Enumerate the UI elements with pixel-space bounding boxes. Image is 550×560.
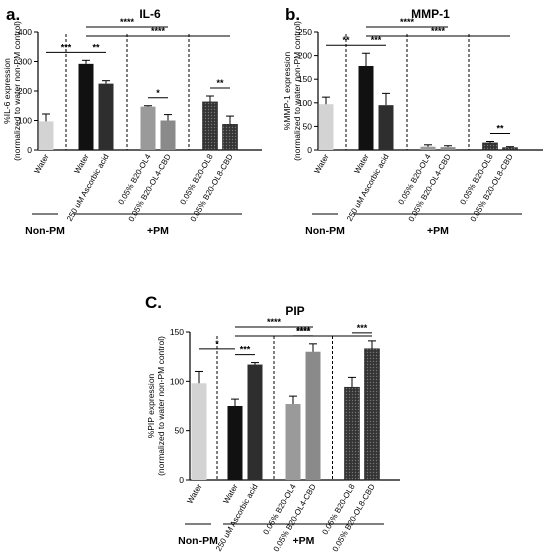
bar bbox=[78, 63, 94, 150]
y-axis-label: %MMP-1 expression bbox=[282, 52, 292, 131]
x-tick-label: Water bbox=[32, 152, 50, 175]
significance-label: **** bbox=[296, 326, 311, 336]
bar bbox=[305, 351, 321, 480]
x-tick-label: Water bbox=[312, 152, 330, 175]
x-tick-label: Water bbox=[185, 482, 203, 505]
chart-title: IL-6 bbox=[139, 7, 161, 21]
chart-title: PIP bbox=[285, 304, 304, 318]
y-tick-label: 300 bbox=[18, 57, 32, 67]
chart-title: MMP-1 bbox=[411, 7, 450, 21]
y-tick-label: 100 bbox=[18, 116, 32, 126]
y-tick-label: 0 bbox=[307, 145, 312, 155]
group-label: +PM bbox=[293, 535, 315, 547]
significance-label: **** bbox=[431, 26, 446, 36]
bar bbox=[202, 101, 218, 151]
significance-label: **** bbox=[151, 26, 166, 36]
x-tick-label: Water bbox=[221, 482, 239, 505]
significance-label: ** bbox=[216, 78, 224, 88]
significance-label: ** bbox=[496, 124, 504, 134]
bar bbox=[358, 65, 374, 150]
significance-label: *** bbox=[357, 323, 368, 333]
significance-label: *** bbox=[61, 42, 72, 52]
bar bbox=[378, 105, 394, 150]
bar bbox=[364, 348, 380, 481]
y-tick-label: 50 bbox=[303, 121, 313, 131]
significance-label: *** bbox=[240, 345, 251, 355]
y-tick-label: 0 bbox=[27, 145, 32, 155]
x-tick-label: 250 uM Ascorbic acid bbox=[65, 153, 111, 223]
significance-label: * bbox=[156, 88, 160, 98]
y-tick-label: 250 bbox=[298, 27, 312, 37]
y-axis-label: %IL-6 expression bbox=[2, 58, 12, 124]
x-tick-label: Water bbox=[352, 152, 370, 175]
group-label: +PM bbox=[147, 225, 169, 237]
y-tick-label: 150 bbox=[170, 327, 184, 337]
bar bbox=[191, 383, 207, 480]
x-tick-label: 250 uM Ascorbic acid bbox=[345, 153, 391, 223]
panel-letter: b. bbox=[285, 5, 300, 24]
bar bbox=[420, 146, 436, 150]
y-tick-label: 100 bbox=[170, 376, 184, 386]
significance-label: ** bbox=[342, 35, 350, 45]
bar bbox=[318, 104, 334, 150]
y-axis-label: (normalized to water non-PM control) bbox=[156, 336, 166, 476]
y-tick-label: 100 bbox=[298, 98, 312, 108]
bar bbox=[222, 124, 238, 151]
significance-label: **** bbox=[120, 17, 135, 27]
bar bbox=[227, 406, 243, 480]
y-axis-label: %PIP expression bbox=[146, 373, 156, 438]
bar bbox=[502, 147, 518, 151]
bar bbox=[247, 364, 263, 480]
significance-label: **** bbox=[296, 326, 311, 336]
group-label: Non-PM bbox=[305, 225, 345, 237]
bar bbox=[285, 404, 301, 480]
significance-label: *** bbox=[371, 35, 382, 45]
significance-label: ** bbox=[92, 42, 100, 52]
bar bbox=[482, 142, 498, 151]
panel-letter: a. bbox=[6, 5, 20, 24]
bar bbox=[440, 147, 456, 150]
bar bbox=[344, 386, 360, 481]
significance-label: **** bbox=[267, 317, 282, 327]
bar bbox=[38, 121, 54, 150]
group-label: Non-PM bbox=[25, 225, 65, 237]
x-tick-label: Water bbox=[72, 152, 90, 175]
y-tick-label: 150 bbox=[298, 74, 312, 84]
panel-letter: C. bbox=[145, 293, 162, 312]
significance-label: * bbox=[215, 339, 219, 349]
y-tick-label: 200 bbox=[298, 51, 312, 61]
bar bbox=[160, 120, 176, 150]
significance-label: **** bbox=[400, 17, 415, 27]
x-tick-label: 250 uM Ascorbic acid bbox=[214, 483, 260, 553]
y-tick-label: 0 bbox=[179, 475, 184, 485]
y-tick-label: 50 bbox=[175, 426, 185, 436]
y-tick-label: 400 bbox=[18, 27, 32, 37]
y-tick-label: 200 bbox=[18, 86, 32, 96]
bar bbox=[140, 106, 156, 150]
y-axis-label: (normalized to water non-PM control) bbox=[292, 21, 302, 161]
group-label: +PM bbox=[427, 225, 449, 237]
y-axis-label: (normalized to water non-PM control) bbox=[12, 21, 22, 161]
group-label: Non-PM bbox=[178, 535, 218, 547]
bar bbox=[98, 83, 114, 150]
